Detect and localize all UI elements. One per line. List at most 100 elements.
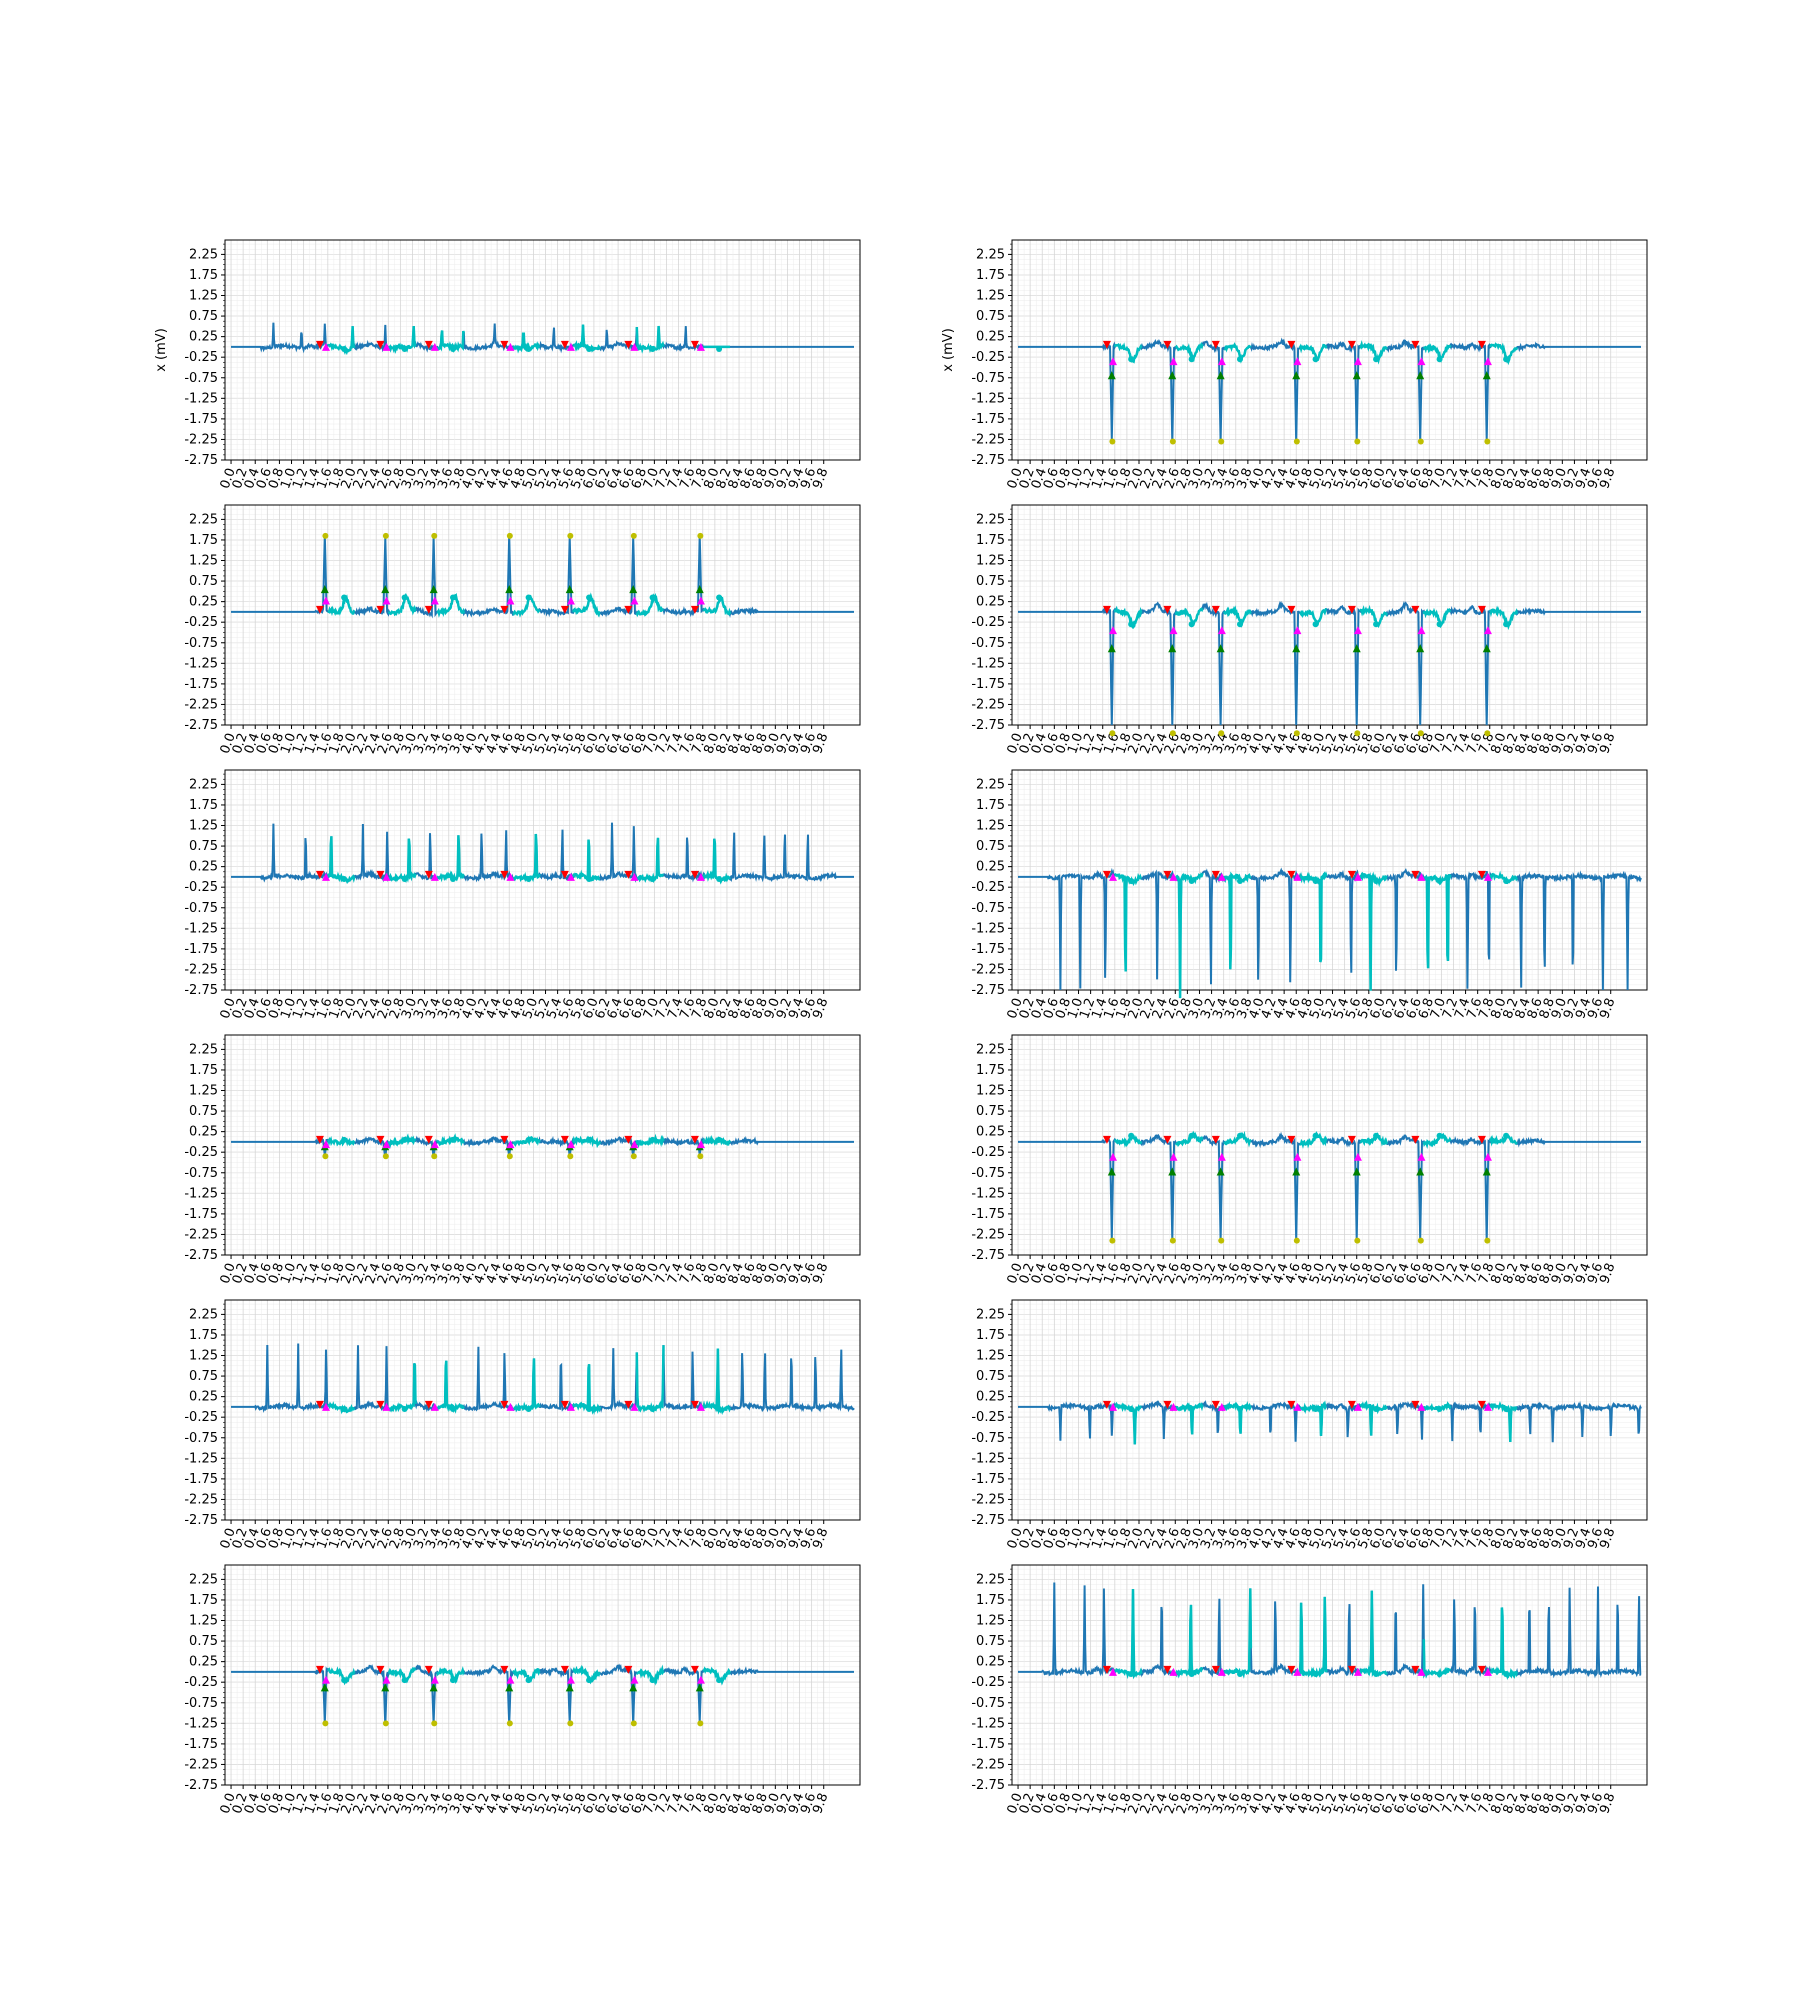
onset-marker (424, 1665, 433, 1674)
x-tick-label: 1.4 (1089, 1261, 1110, 1286)
x-tick-label: 2.6 (375, 731, 396, 756)
wave-marker (401, 594, 408, 601)
x-tick-label: 8.2 (1501, 996, 1522, 1021)
x-tick-label: 1.0 (278, 1526, 299, 1551)
x-tick-label: 2.0 (1126, 996, 1147, 1021)
x-tick-label: 3.6 (1222, 1526, 1243, 1551)
y-tick-label: -2.25 (184, 1757, 218, 1772)
x-tick-label: 8.8 (1537, 1261, 1558, 1286)
peak-up-marker (320, 585, 329, 594)
wave-segment (573, 324, 602, 353)
panel-frame (224, 1034, 861, 1256)
x-tick-label: 3.0 (399, 1526, 420, 1551)
x-tick-label: 9.2 (1561, 466, 1582, 491)
onset-marker (560, 1665, 569, 1674)
x-tick-label: 6.0 (1367, 996, 1388, 1021)
x-tick-label: 5.2 (532, 731, 553, 756)
y-tick-label: -2.75 (971, 1778, 1005, 1793)
peak-up-marker (1482, 644, 1491, 653)
x-tick-label: 5.2 (1319, 996, 1340, 1021)
onset-marker (1347, 1400, 1356, 1409)
x-tick-label: 3.6 (1222, 996, 1243, 1021)
x-tick-label: 6.8 (629, 731, 650, 756)
x-tick-label: 5.6 (1343, 466, 1364, 491)
x-tick-label: 9.6 (1585, 1261, 1606, 1286)
wave-marker (649, 345, 656, 352)
x-tick-label: 4.0 (1247, 731, 1268, 756)
x-tick-label: 1.6 (314, 1526, 335, 1551)
y-tick-label: -2.75 (184, 453, 218, 468)
onset-marker (1477, 1400, 1486, 1409)
x-tick-label: 3.8 (1234, 466, 1255, 491)
y-tick-label: -1.25 (184, 391, 218, 406)
x-tick-label: 6.8 (1416, 996, 1437, 1021)
x-tick-label: 0.4 (1029, 1526, 1050, 1551)
peak-down-marker (696, 872, 705, 881)
wave-segment (1113, 605, 1143, 630)
x-tick-label: 6.4 (605, 466, 626, 491)
x-tick-label: 9.4 (1573, 1791, 1594, 1816)
spike-marker (1218, 438, 1225, 445)
spike-marker (1417, 1237, 1424, 1244)
y-tick-label: 0.75 (189, 1104, 218, 1119)
x-tick-label: 1.4 (1089, 996, 1110, 1021)
x-tick-label: 6.4 (605, 731, 626, 756)
x-tick-label: 1.6 (1101, 1791, 1122, 1816)
x-tick-label: 4.0 (460, 1261, 481, 1286)
y-tick-label: 0.25 (189, 330, 218, 345)
wave-segment (1223, 1400, 1252, 1434)
y-tick-label: -0.25 (184, 1675, 218, 1690)
x-tick-label: 4.2 (472, 996, 493, 1021)
x-tick-label: 9.4 (786, 466, 807, 491)
peak-down-marker (321, 1140, 330, 1149)
x-tick-label: 5.4 (544, 996, 565, 1021)
x-tick-label: 5.0 (520, 1261, 541, 1286)
y-tick-label: 1.75 (189, 1593, 218, 1608)
onset-marker (376, 1665, 385, 1674)
peak-down-marker (1108, 1667, 1117, 1676)
onset-marker (1477, 870, 1486, 879)
wave-segment (1223, 871, 1252, 970)
x-tick-label: 2.6 (1162, 1791, 1183, 1816)
x-tick-label: 8.6 (1525, 1791, 1546, 1816)
wave-marker (1312, 1670, 1319, 1677)
onset-marker (1347, 1135, 1356, 1144)
x-tick-label: 9.4 (786, 731, 807, 756)
wave-marker (449, 1405, 456, 1412)
wave-segment (327, 594, 356, 617)
x-tick-label: 7.8 (1476, 466, 1497, 491)
x-tick-label: 7.4 (1452, 731, 1473, 756)
x-tick-label: 9.0 (1549, 466, 1570, 491)
wave-segment (572, 1664, 601, 1685)
x-tick-label: 2.6 (1162, 1261, 1183, 1286)
x-tick-label: 9.4 (786, 996, 807, 1021)
spike-marker (506, 532, 513, 539)
x-tick-label: 4.4 (1271, 1261, 1292, 1286)
x-tick-label: 3.4 (1210, 1526, 1231, 1551)
x-tick-label: 8.6 (1525, 466, 1546, 491)
y-tick-label: 2.25 (189, 1307, 218, 1322)
x-tick-label: 2.6 (375, 1261, 396, 1286)
x-tick-label: 9.2 (1561, 731, 1582, 756)
onset-marker (1102, 605, 1111, 614)
wave-segment (327, 326, 356, 356)
peak-down-marker (1169, 357, 1178, 366)
y-tick-label: -0.25 (184, 1145, 218, 1160)
x-tick-label: 6.6 (1404, 1526, 1425, 1551)
y-tick-label: -0.25 (184, 880, 218, 895)
x-tick-label: 6.6 (617, 1526, 638, 1551)
x-tick-label: 5.4 (1331, 731, 1352, 756)
x-tick-label: 0.6 (1041, 1526, 1062, 1551)
x-tick-label: 5.6 (556, 1261, 577, 1286)
spike-marker (506, 1153, 513, 1160)
wave-marker (525, 1677, 532, 1684)
peak-down-marker (382, 596, 391, 605)
wave-marker (1128, 878, 1135, 885)
x-tick-label: 3.0 (399, 996, 420, 1021)
spike-marker (1169, 730, 1176, 737)
x-tick-label: 1.6 (1101, 466, 1122, 491)
spike-marker (1354, 438, 1361, 445)
x-tick-label: 4.0 (1247, 1526, 1268, 1551)
y-tick-label: -0.25 (184, 615, 218, 630)
